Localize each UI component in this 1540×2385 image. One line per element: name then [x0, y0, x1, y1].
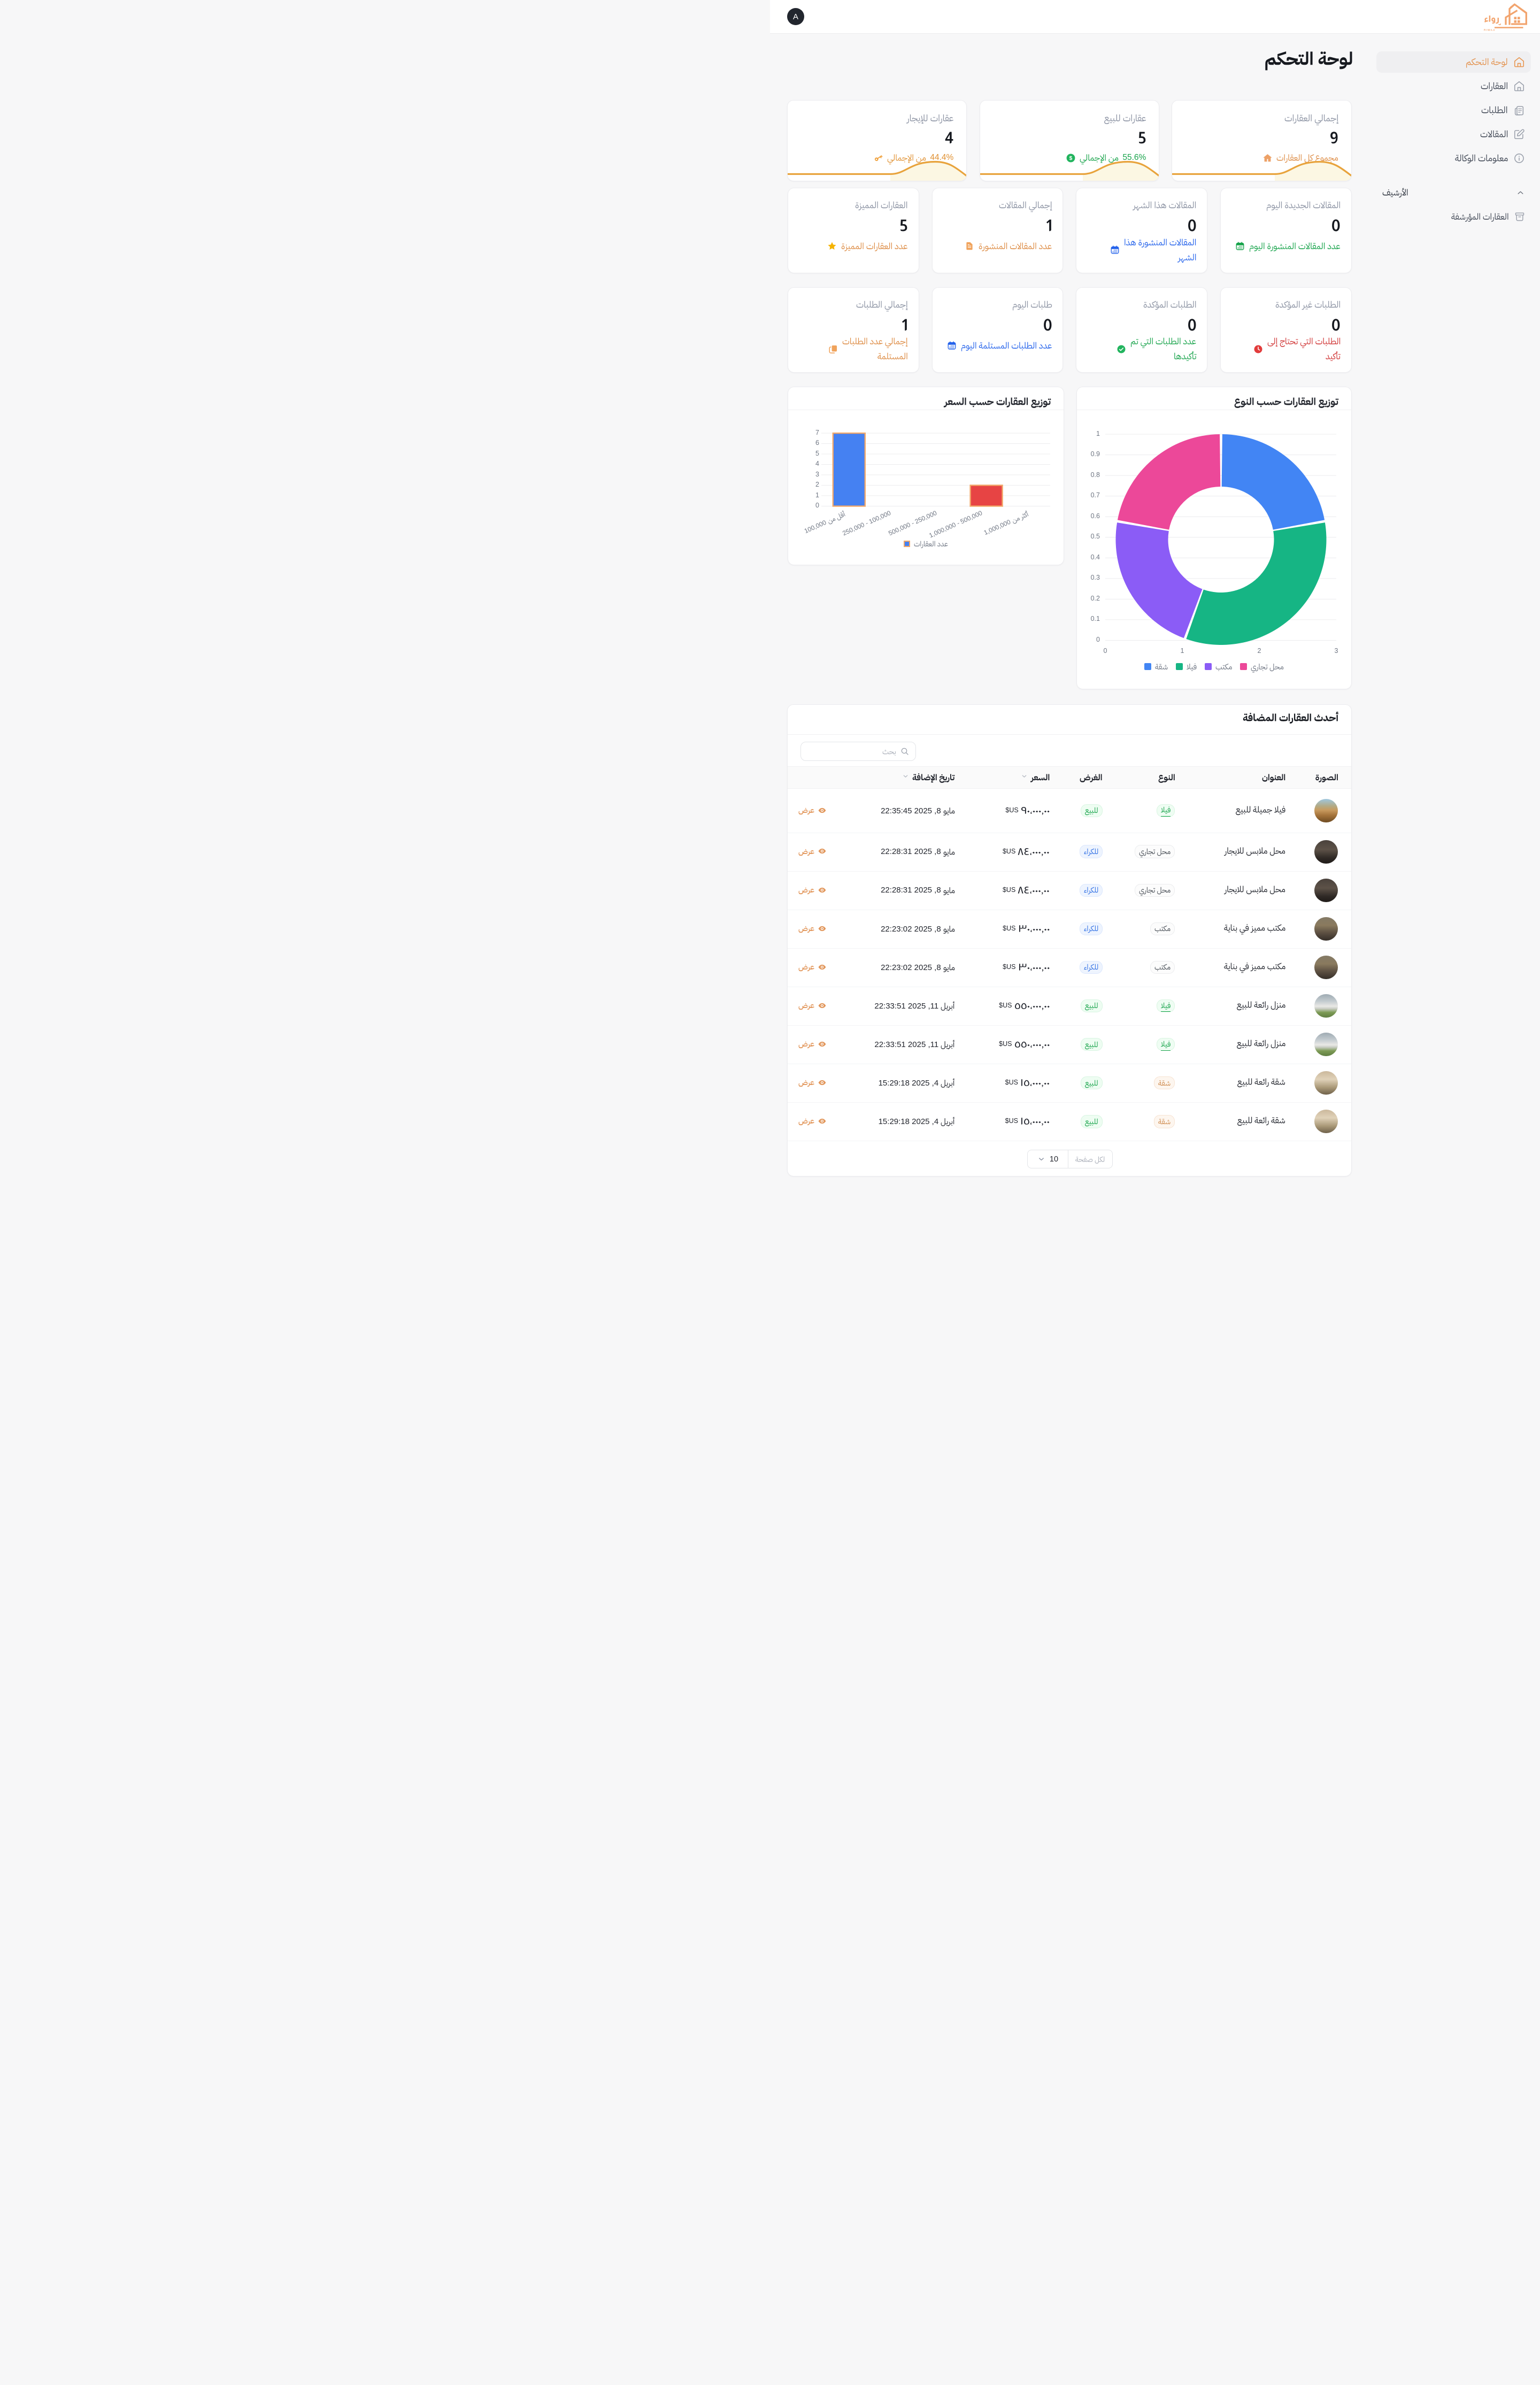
svg-text:$: $ — [1069, 156, 1073, 161]
svg-text:RIWAA: RIWAA — [1484, 29, 1496, 32]
